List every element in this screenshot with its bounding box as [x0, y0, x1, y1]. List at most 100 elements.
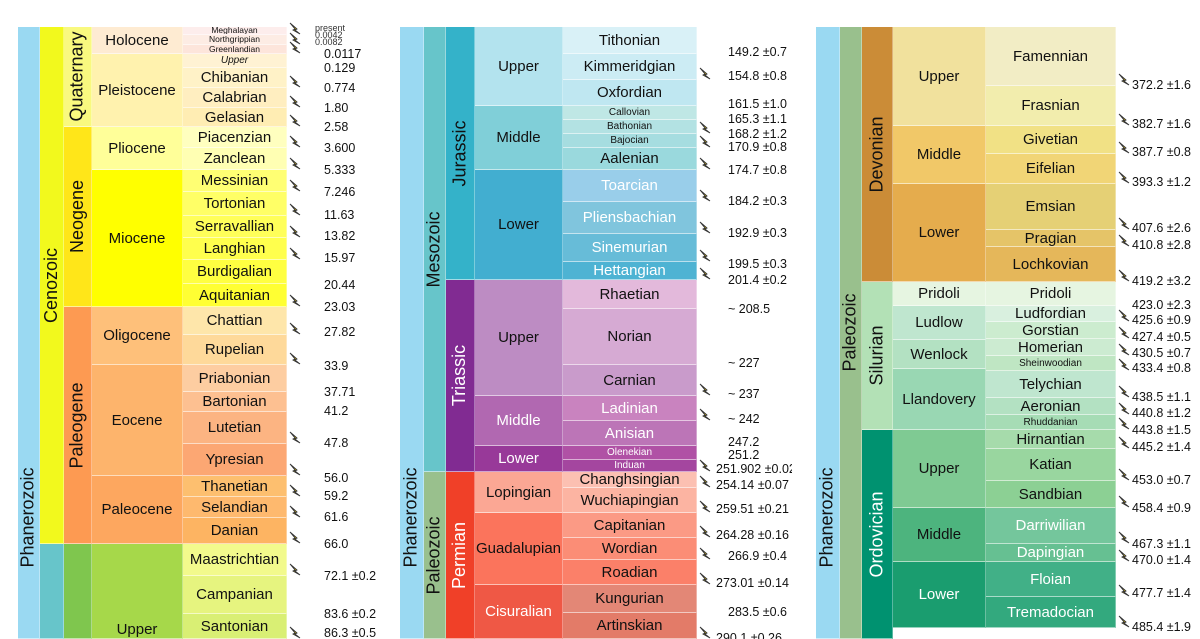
numerical-age-label: ~ 227 [728, 356, 760, 370]
series-oligocene-label: Oligocene [103, 327, 171, 344]
gssp-golden-spike-icon [1117, 357, 1131, 371]
numerical-age-label: 184.2 ±0.3 [728, 194, 787, 208]
gssp-golden-spike-icon [698, 474, 712, 488]
stage-rhuddanian: Rhuddanian [986, 415, 1116, 430]
stage-telychian-label: Telychian [1019, 375, 1082, 393]
numerical-age-label: present [315, 23, 346, 33]
stage-aalenian: Aalenian [563, 148, 697, 170]
gssp-golden-spike-icon [288, 202, 302, 216]
stage-floian: Floian [986, 562, 1116, 597]
gssp-golden-spike-icon [1117, 530, 1131, 544]
series-middle-label: Middle [916, 146, 962, 163]
gssp-golden-spike-icon [1117, 216, 1131, 230]
stage-santonian-label: Santonian [200, 617, 269, 635]
series-cisuralian-label: Cisuralian [485, 603, 552, 620]
stage-norian-label: Norian [607, 328, 652, 345]
system-silurian-label: Silurian [866, 325, 887, 386]
series-pliocene: Pliocene [92, 127, 183, 170]
stage-bartonian-label: Bartonian [202, 393, 267, 410]
numerical-age-label: 382.7 ±1.6 [1132, 117, 1191, 131]
numerical-age-label: 47.8 [324, 436, 349, 450]
series-llandovery: Llandovery [893, 369, 986, 430]
system-neogene-label: Neogene [67, 179, 88, 254]
gssp-golden-spike-icon [698, 524, 712, 538]
stage-rhaetian-label: Rhaetian [599, 285, 660, 303]
gssp-golden-spike-icon [1117, 494, 1131, 508]
stage-hirnantian: Hirnantian [986, 430, 1116, 449]
gssp-golden-spike-icon [288, 156, 302, 170]
series-middle: Middle [475, 106, 563, 170]
series-lower: Lower [893, 184, 986, 282]
stage-induan: Induan [563, 460, 697, 472]
stage-toarcian-label: Toarcian [601, 177, 658, 194]
numerical-age-label: 266.9 ±0.4 [728, 549, 787, 563]
series-ludlow: Ludlow [893, 306, 986, 340]
stage-givetian-label: Givetian [1022, 131, 1079, 148]
numerical-age-label: 433.4 ±0.8 [1132, 361, 1191, 375]
stage-kimmeridgian-label: Kimmeridgian [583, 58, 676, 75]
numerical-age-label: 264.28 ±0.16 [716, 528, 789, 542]
stage-kimmeridgian: Kimmeridgian [563, 54, 697, 80]
stage-telychian: Telychian [986, 371, 1116, 398]
stage-wuchiapingian: Wuchiapingian [563, 488, 697, 513]
stage-tithonian-label: Tithonian [598, 31, 661, 49]
numerical-age-label: 430.5 ±0.7 [1132, 346, 1191, 360]
series-cisuralian: Cisuralian [475, 585, 563, 639]
stage-roadian-label: Roadian [601, 563, 658, 581]
stage-gelasian: Gelasian [183, 108, 287, 127]
stage-thanetian-label: Thanetian [201, 477, 268, 495]
stage-sinemurian: Sinemurian [563, 234, 697, 262]
gssp-golden-spike-icon [288, 224, 302, 238]
series-holocene: Holocene [92, 27, 183, 54]
numerical-age-label: 458.4 ±0.9 [1132, 501, 1191, 515]
stage-lutetian: Lutetian [183, 412, 287, 444]
stage-santonian: Santonian [183, 614, 287, 639]
stage-bathonian-label: Bathonian [606, 121, 653, 132]
gssp-golden-spike-icon [1117, 170, 1131, 184]
gssp-golden-spike-icon [288, 321, 302, 335]
stage-sheinwoodian-label: Sheinwoodian [1019, 357, 1082, 369]
stage-stage-10: Pridoli [986, 282, 1116, 306]
numerical-age-label: 33.9 [324, 359, 349, 373]
numerical-age-label: 59.2 [324, 489, 349, 503]
stage-gorstian: Gorstian [986, 322, 1116, 339]
series-paleocene: Paleocene [92, 476, 183, 544]
eon-phanerozoic: Phanerozoic [18, 27, 40, 639]
stage-homerian: Homerian [986, 339, 1116, 356]
stage-tortonian: Tortonian [183, 192, 287, 216]
era-mesozoic: Mesozoic [424, 27, 446, 472]
series-wenlock: Wenlock [893, 340, 986, 369]
gssp-golden-spike-icon [288, 134, 302, 148]
series-upper-label: Upper [498, 57, 539, 75]
numerical-age-label: 15.97 [324, 251, 356, 265]
stage-zanclean-label: Zanclean [203, 150, 266, 167]
stage-pliensbachian-label: Pliensbachian [582, 209, 677, 226]
series-middle-label: Middle [496, 129, 541, 146]
stage-hettangian-label: Hettangian [593, 262, 666, 279]
series-upper: Upper [893, 430, 986, 508]
numerical-age-label: 290.1 ±0.26 [716, 631, 782, 639]
stage-ypresian: Ypresian [183, 444, 287, 476]
series-lower-label: Lower [918, 586, 960, 603]
eon-phanerozoic: Phanerozoic [400, 27, 424, 639]
gssp-golden-spike-icon [698, 499, 712, 513]
numerical-age-label: 154.8 ±0.8 [728, 69, 787, 83]
stage-katian: Katian [986, 449, 1116, 481]
numerical-age-label: 161.5 ±1.0 [728, 97, 787, 111]
era-mesozoic-label: Mesozoic [424, 210, 444, 288]
gssp-golden-spike-icon [288, 21, 302, 35]
stage-thanetian: Thanetian [183, 476, 287, 497]
series-miocene-label: Miocene [108, 229, 166, 247]
numerical-age-label: 61.6 [324, 510, 349, 524]
series-oligocene: Oligocene [92, 307, 183, 365]
series-paleocene-label: Paleocene [101, 501, 173, 518]
stage-chibanian-label: Chibanian [200, 69, 269, 86]
stage-langhian: Langhian [183, 238, 287, 260]
series-guadalupian-label: Guadalupian [475, 540, 562, 557]
stage-floian-label: Floian [1030, 570, 1071, 588]
system-quaternary-label: Quaternary [67, 31, 88, 122]
numerical-age-label: 254.14 ±0.07 [716, 478, 789, 492]
stage-selandian: Selandian [183, 497, 287, 518]
series-upper: Upper [893, 27, 986, 126]
stage-aeronian-label: Aeronian [1020, 398, 1081, 415]
